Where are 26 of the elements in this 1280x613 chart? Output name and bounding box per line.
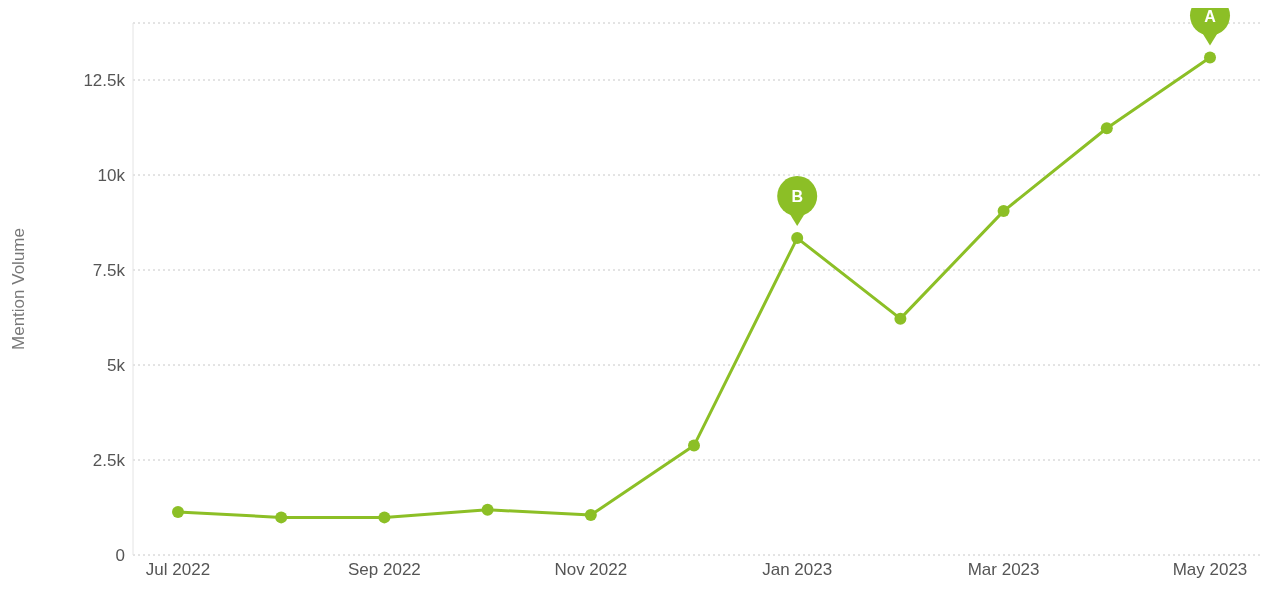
y-tick-label: 10k [97,166,126,186]
x-tick-label: Jul 2022 [145,560,211,580]
point [791,232,804,245]
x-tick-label: Mar 2023 [967,560,1040,580]
x-tick-label: Sep 2022 [348,560,421,580]
x-tick-label: May 2023 [1172,560,1248,580]
point [481,503,494,516]
y-tick-label: 5k [107,356,126,376]
y-tick-label: 7.5k [92,261,126,281]
point [688,439,700,452]
x-tick-label: Nov 2022 [554,560,628,580]
annotation: A [1204,7,1217,25]
point [1100,122,1113,135]
y-tick-label: 0 [115,546,125,566]
annotation: B [791,188,803,206]
y-axis-title: Mention Volume [9,228,29,350]
y-tick-label: 12.5k [83,71,126,91]
point [894,312,907,325]
x-tick-label: Jan 2023 [762,560,833,580]
point [172,506,184,519]
point [584,509,597,522]
point [1204,51,1216,64]
point [378,511,391,524]
point [997,205,1010,218]
point [275,511,288,524]
y-tick-label: 2.5k [92,451,126,471]
